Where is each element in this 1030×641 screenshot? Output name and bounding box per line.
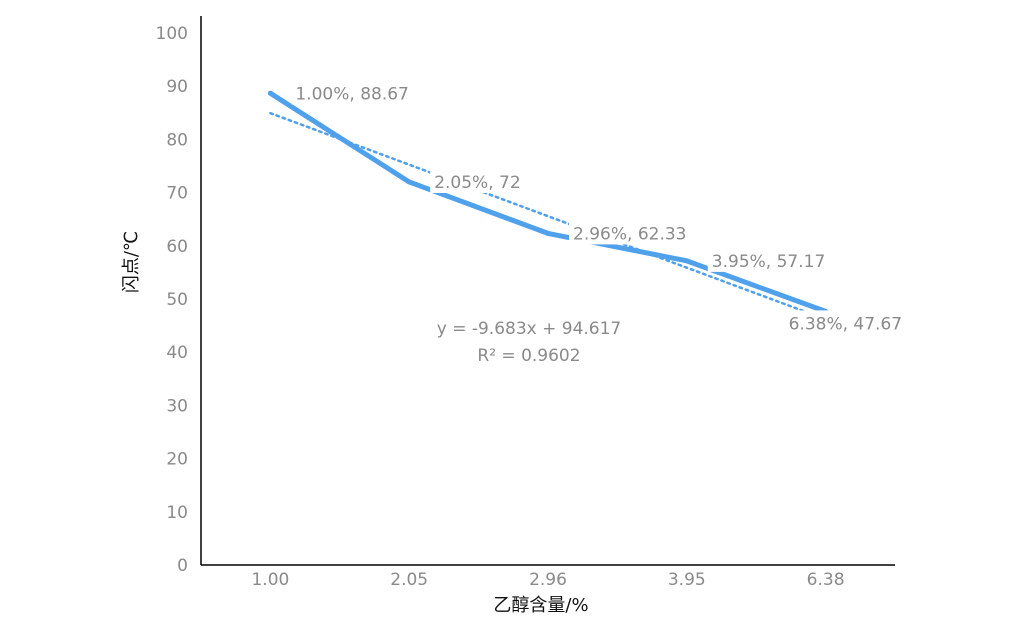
y-tick-label: 10 xyxy=(166,503,188,523)
trendline-equation: y = -9.683x + 94.617 xyxy=(437,319,622,339)
trendline-path xyxy=(269,111,827,321)
x-tick-label: 2.05 xyxy=(390,570,428,590)
data-label-box xyxy=(707,247,829,272)
trendline-r-squared: R² = 0.9602 xyxy=(477,346,580,366)
data-label-box xyxy=(430,168,523,193)
y-tick-label: 50 xyxy=(166,290,188,310)
x-tick-label: 3.95 xyxy=(668,570,706,590)
x-axis-title: 乙醇含量/% xyxy=(493,595,588,616)
data-label: 2.96%, 62.33 xyxy=(573,224,686,244)
y-tick-label: 0 xyxy=(177,556,188,576)
trendline xyxy=(269,111,827,321)
data-point xyxy=(545,230,551,236)
x-tick-label: 6.38 xyxy=(807,570,845,590)
data-point xyxy=(684,258,690,264)
y-tick-label: 100 xyxy=(156,24,188,44)
y-tick-label: 40 xyxy=(166,343,188,363)
data-labels: 1.00%, 88.67 2.05%, 72 2.96%, 62.33 3.95%, … xyxy=(291,80,906,335)
y-tick-label: 80 xyxy=(166,130,188,150)
data-label: 3.95%, 57.17 xyxy=(712,252,825,272)
y-tick-label: 90 xyxy=(166,77,188,97)
x-tick-label: 2.96 xyxy=(529,570,567,590)
data-label-box xyxy=(569,220,690,245)
x-tick-label: 1.00 xyxy=(251,570,289,590)
y-tick-label: 70 xyxy=(166,184,188,204)
y-tick-label: 20 xyxy=(166,450,188,470)
x-tick-labels: 1.00 2.05 2.96 3.95 6.38 xyxy=(251,570,844,590)
data-label: 1.00%, 88.67 xyxy=(295,84,408,104)
y-tick-label: 60 xyxy=(166,237,188,257)
data-label: 6.38%, 47.67 xyxy=(789,314,902,334)
series-polyline xyxy=(267,90,829,314)
data-label-box xyxy=(291,80,413,105)
data-point xyxy=(267,90,273,96)
data-label: 2.05%, 72 xyxy=(434,173,520,193)
y-axis-title: 闪点/℃ xyxy=(121,231,142,293)
data-label-box xyxy=(784,310,906,335)
data-point xyxy=(406,179,412,185)
y-tick-label: 30 xyxy=(166,396,188,416)
series-line xyxy=(267,90,829,314)
y-tick-labels: 0 10 20 30 40 50 60 70 80 90 100 xyxy=(156,24,188,576)
